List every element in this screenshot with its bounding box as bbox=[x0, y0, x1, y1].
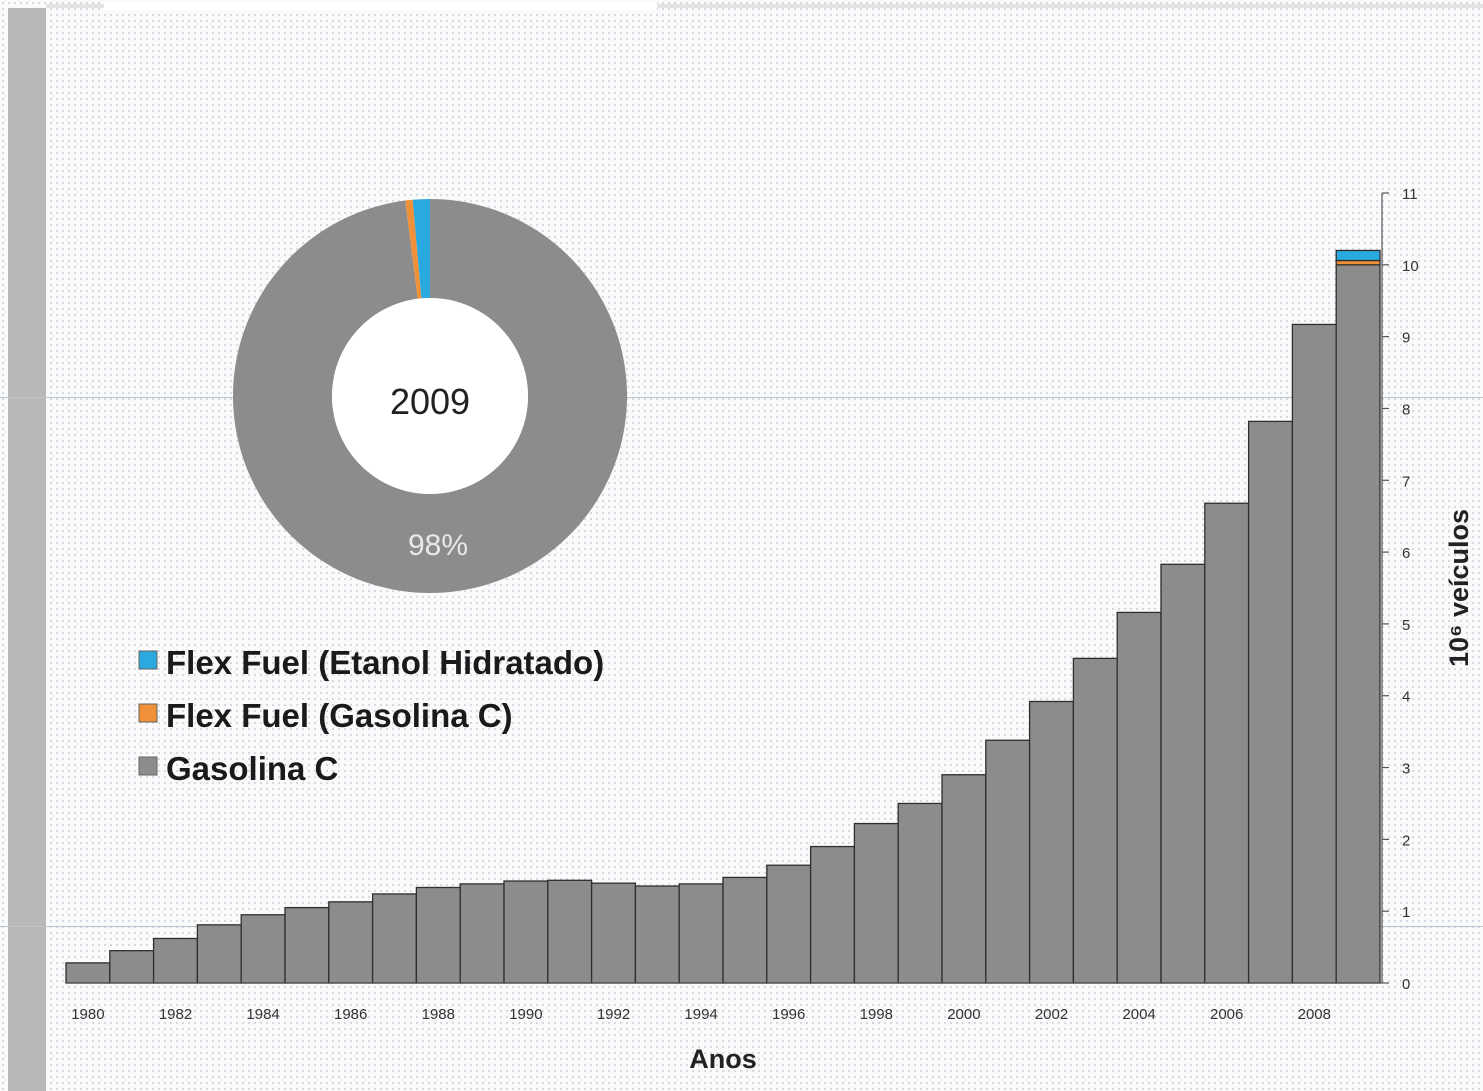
y-tick-label-6: 6 bbox=[1402, 545, 1410, 562]
legend-swatch-1 bbox=[138, 650, 158, 670]
y-tick-label-2: 2 bbox=[1402, 832, 1410, 849]
donut-slice-label: 98% bbox=[408, 529, 468, 562]
bar-2001-gasolina-c bbox=[985, 739, 1031, 984]
bar-group bbox=[65, 249, 1381, 984]
donut-center-label: 2009 bbox=[390, 381, 470, 422]
bar-1997-gasolina-c bbox=[809, 845, 856, 984]
x-tick-label-2006: 2006 bbox=[1210, 1006, 1243, 1023]
bar-1989-gasolina-c bbox=[459, 883, 505, 984]
x-tick-label-2004: 2004 bbox=[1122, 1006, 1155, 1023]
bar-1995-gasolina-c bbox=[722, 876, 768, 984]
y-tick-label-4: 4 bbox=[1402, 689, 1410, 706]
legend: Flex Fuel (Etanol Hidratado) Flex Fuel (G… bbox=[138, 644, 604, 787]
y-tick-label-3: 3 bbox=[1402, 761, 1410, 778]
bar-1996-gasolina-c bbox=[766, 864, 812, 984]
legend-swatch-2 bbox=[138, 703, 158, 723]
donut-inset-chart bbox=[233, 199, 627, 593]
bar-1998-gasolina-c bbox=[853, 822, 899, 984]
bar-1988-gasolina-c bbox=[415, 886, 461, 984]
x-tick-label-1990: 1990 bbox=[509, 1006, 542, 1023]
y-axis: 0 1 2 3 4 5 6 7 8 9 10 11 bbox=[1381, 186, 1419, 993]
bar-2005-gasolina-c bbox=[1160, 563, 1206, 984]
bar-2009-gasolina-c bbox=[1335, 264, 1381, 984]
bar-2007-gasolina-c bbox=[1247, 420, 1294, 984]
y-tick-label-0: 0 bbox=[1402, 976, 1410, 993]
bar-1983-gasolina-c bbox=[196, 924, 242, 984]
top-border-line bbox=[46, 4, 1483, 8]
donut-hole bbox=[332, 298, 528, 494]
x-tick-label-1986: 1986 bbox=[334, 1006, 367, 1023]
y-tick-label-5: 5 bbox=[1402, 617, 1410, 634]
y-tick-label-9: 9 bbox=[1402, 330, 1410, 347]
legend-label-3: Gasolina C bbox=[166, 750, 338, 787]
legend-swatch-3 bbox=[138, 756, 158, 776]
legend-label-2: Flex Fuel (Gasolina C) bbox=[166, 697, 513, 734]
y-tick-label-10: 10 bbox=[1402, 258, 1419, 275]
legend-label-1: Flex Fuel (Etanol Hidratado) bbox=[166, 644, 604, 681]
bar-2002-gasolina-c bbox=[1028, 700, 1075, 984]
bar-1982-gasolina-c bbox=[152, 937, 199, 984]
bar-1999-gasolina-c bbox=[897, 802, 943, 984]
bar-1980-gasolina-c bbox=[65, 962, 111, 984]
top-border-gap bbox=[104, 2, 657, 10]
donut-slice-flex-fuel-gasolina-c bbox=[405, 199, 422, 299]
bar-1991-gasolina-c bbox=[547, 879, 593, 984]
bar-1984-gasolina-c bbox=[240, 914, 286, 984]
bar-1986-gasolina-c bbox=[328, 901, 374, 984]
bar-2006-gasolina-c bbox=[1204, 502, 1250, 984]
x-tick-label-1980: 1980 bbox=[71, 1006, 104, 1023]
left-border-bar bbox=[8, 8, 46, 1091]
bar-2009-flex-fuel-etanol-hidratado bbox=[1335, 249, 1381, 262]
bar-1981-gasolina-c bbox=[109, 950, 155, 984]
y-tick-label-1: 1 bbox=[1402, 904, 1410, 921]
donut-slice-flex-fuel-etanol-hidratado bbox=[412, 199, 430, 299]
bar-1994-gasolina-c bbox=[678, 883, 724, 984]
x-tick-label-2002: 2002 bbox=[1035, 1006, 1068, 1023]
x-tick-label-1984: 1984 bbox=[246, 1006, 279, 1023]
donut-slice-gasolina-c bbox=[233, 199, 627, 593]
bar-2004-gasolina-c bbox=[1116, 611, 1162, 984]
y-tick-label-8: 8 bbox=[1402, 401, 1410, 418]
x-tick-label-2000: 2000 bbox=[947, 1006, 980, 1023]
bar-2003-gasolina-c bbox=[1072, 657, 1118, 984]
bar-1990-gasolina-c bbox=[503, 880, 549, 984]
bar-2008-gasolina-c bbox=[1291, 323, 1337, 984]
guide-line-upper bbox=[0, 397, 1483, 398]
x-tick-label-1982: 1982 bbox=[159, 1006, 192, 1023]
bar-1987-gasolina-c bbox=[371, 893, 418, 984]
x-tick-label-1992: 1992 bbox=[597, 1006, 630, 1023]
bar-1993-gasolina-c bbox=[634, 885, 680, 984]
bar-1985-gasolina-c bbox=[284, 906, 330, 984]
x-tick-label-1998: 1998 bbox=[860, 1006, 893, 1023]
x-tick-label-2008: 2008 bbox=[1298, 1006, 1331, 1023]
bar-2000-gasolina-c bbox=[941, 774, 987, 984]
x-tick-label-1996: 1996 bbox=[772, 1006, 805, 1023]
x-tick-label-1994: 1994 bbox=[684, 1006, 717, 1023]
x-axis-label: Anos bbox=[689, 1044, 757, 1074]
y-tick-label-11: 11 bbox=[1402, 186, 1418, 203]
x-tick-label-1988: 1988 bbox=[422, 1006, 455, 1023]
y-axis-label: 10⁶ veículos bbox=[1444, 509, 1474, 667]
bar-1992-gasolina-c bbox=[590, 882, 637, 984]
x-axis: 1980 1982 1984 1986 1988 1990 1992 1994 1996 1998… bbox=[66, 982, 1382, 1023]
y-tick-label-7: 7 bbox=[1402, 473, 1410, 490]
